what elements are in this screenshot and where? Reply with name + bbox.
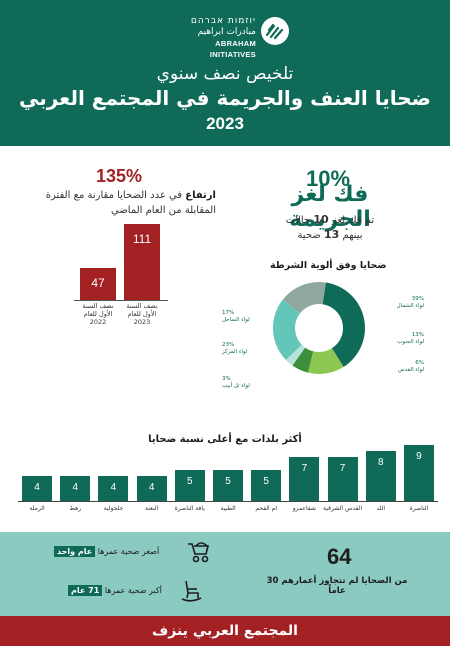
donut-slice xyxy=(292,347,314,373)
year-chart-baseline xyxy=(74,300,168,301)
youngest-victim: أصغر ضحية عمرها عام واحد xyxy=(54,546,159,557)
towns-chart-title: أكثر بلدات مع أعلى نسبة ضحايا xyxy=(148,434,302,445)
donut-label: 13% لواء الجنوب xyxy=(397,332,424,345)
donut-title: ضحايا وفق ألوية الشرطة xyxy=(270,260,387,271)
header: יוזמות אברהם مبادرات ابراهيم ABRAHAM INI… xyxy=(0,0,450,146)
logo-arabic: مبادرات ابراهيم xyxy=(197,27,256,37)
hands-logo-icon xyxy=(261,17,289,45)
donut-slice xyxy=(285,344,306,366)
under-30-count: 64 xyxy=(327,544,352,569)
town-bar: 5 xyxy=(174,469,205,501)
town-label: البعنة xyxy=(145,505,159,512)
donut-slice xyxy=(322,282,365,367)
solved-text: تم فك لغز 10 حالات بينهم 13 ضحية xyxy=(285,213,375,241)
donut-label: 39% لواء الشمال xyxy=(396,296,424,309)
town-label: الناصرة xyxy=(409,505,429,512)
age-band xyxy=(0,532,450,616)
youngest-age: عام واحد xyxy=(54,546,96,557)
year-bar-label: نصف السنة الأول للعام 2022 xyxy=(82,302,114,326)
donut-slice xyxy=(307,348,344,374)
town-bar: 7 xyxy=(327,457,358,501)
donut-label: 17% لواء الساحل xyxy=(222,310,250,323)
year-bar: 111 xyxy=(124,224,160,300)
town-label: شفاعمرو xyxy=(292,505,316,512)
town-bar: 5 xyxy=(213,469,243,501)
donut-label: 23% لواء المركز xyxy=(222,342,248,355)
donut-label: 6% لواء القدس xyxy=(398,360,424,373)
town-label: رهط xyxy=(69,505,82,512)
town-label: الطيبة xyxy=(220,505,236,512)
under-30-text: من الضحايا لم تتجاوز أعمارهم 30 عاماً xyxy=(266,576,408,596)
town-bar: 4 xyxy=(136,476,167,501)
report-year: 2023 xyxy=(206,114,244,133)
town-bar: 4 xyxy=(98,476,129,501)
year-bar: 47 xyxy=(80,267,116,300)
town-label: القدس الشرقية xyxy=(323,505,363,512)
increase-percent: 135% xyxy=(96,166,143,186)
rocking-chair-icon xyxy=(181,580,202,602)
towns-baseline xyxy=(18,501,438,502)
year-comparison-chart: 47 111 xyxy=(78,220,168,330)
police-district-donut xyxy=(273,282,365,374)
oldest-victim: أكبر ضحية عمرها 71 عام xyxy=(68,585,162,596)
footer-banner: المجتمع العربي ينزف xyxy=(0,616,450,646)
donut-slice xyxy=(282,282,326,314)
town-label: يافة الناصرة xyxy=(174,505,205,512)
abraham-initiatives-logo: יוזמות אברהם مبادرات ابراهيم ABRAHAM INI… xyxy=(180,14,290,59)
solved-title: فك لغز الجريمة xyxy=(289,182,371,232)
town-label: ام الفحم xyxy=(255,505,278,512)
town-bar: 9 xyxy=(403,445,434,501)
report-subtitle: تلخيص نصف سنوي xyxy=(156,64,294,84)
year-bar-label: نصف السنة الأول للعام 2023 xyxy=(126,302,158,326)
logo-english: ABRAHAM INITIATIVES xyxy=(209,39,256,59)
logo-text: יוזמות אברהם مبادرات ابراهيم ABRAHAM INI… xyxy=(180,16,256,60)
town-bar: 5 xyxy=(251,469,282,501)
increase-text: ارتفاع في عدد الضحايا مقارنة مع الفترة ا… xyxy=(45,190,216,216)
town-label: الرملة xyxy=(29,505,45,512)
town-bar: 7 xyxy=(289,457,320,501)
oldest-age: 71 عام xyxy=(68,585,103,596)
town-bar: 4 xyxy=(60,476,91,501)
town-label: جلجولية xyxy=(103,505,124,512)
donut-slice xyxy=(273,299,302,360)
town-label: اللد xyxy=(376,505,386,512)
town-bar: 4 xyxy=(22,476,53,501)
stroller-icon xyxy=(188,542,210,563)
solved-percent: 10% xyxy=(306,166,351,191)
logo-hebrew: יוזמות אברהם xyxy=(190,16,256,26)
donut-label: 3% لواء تل أبيب xyxy=(222,376,250,389)
report-title: ضحايا العنف والجريمة في المجتمع العربي xyxy=(18,86,431,110)
town-bar: 8 xyxy=(365,451,396,501)
